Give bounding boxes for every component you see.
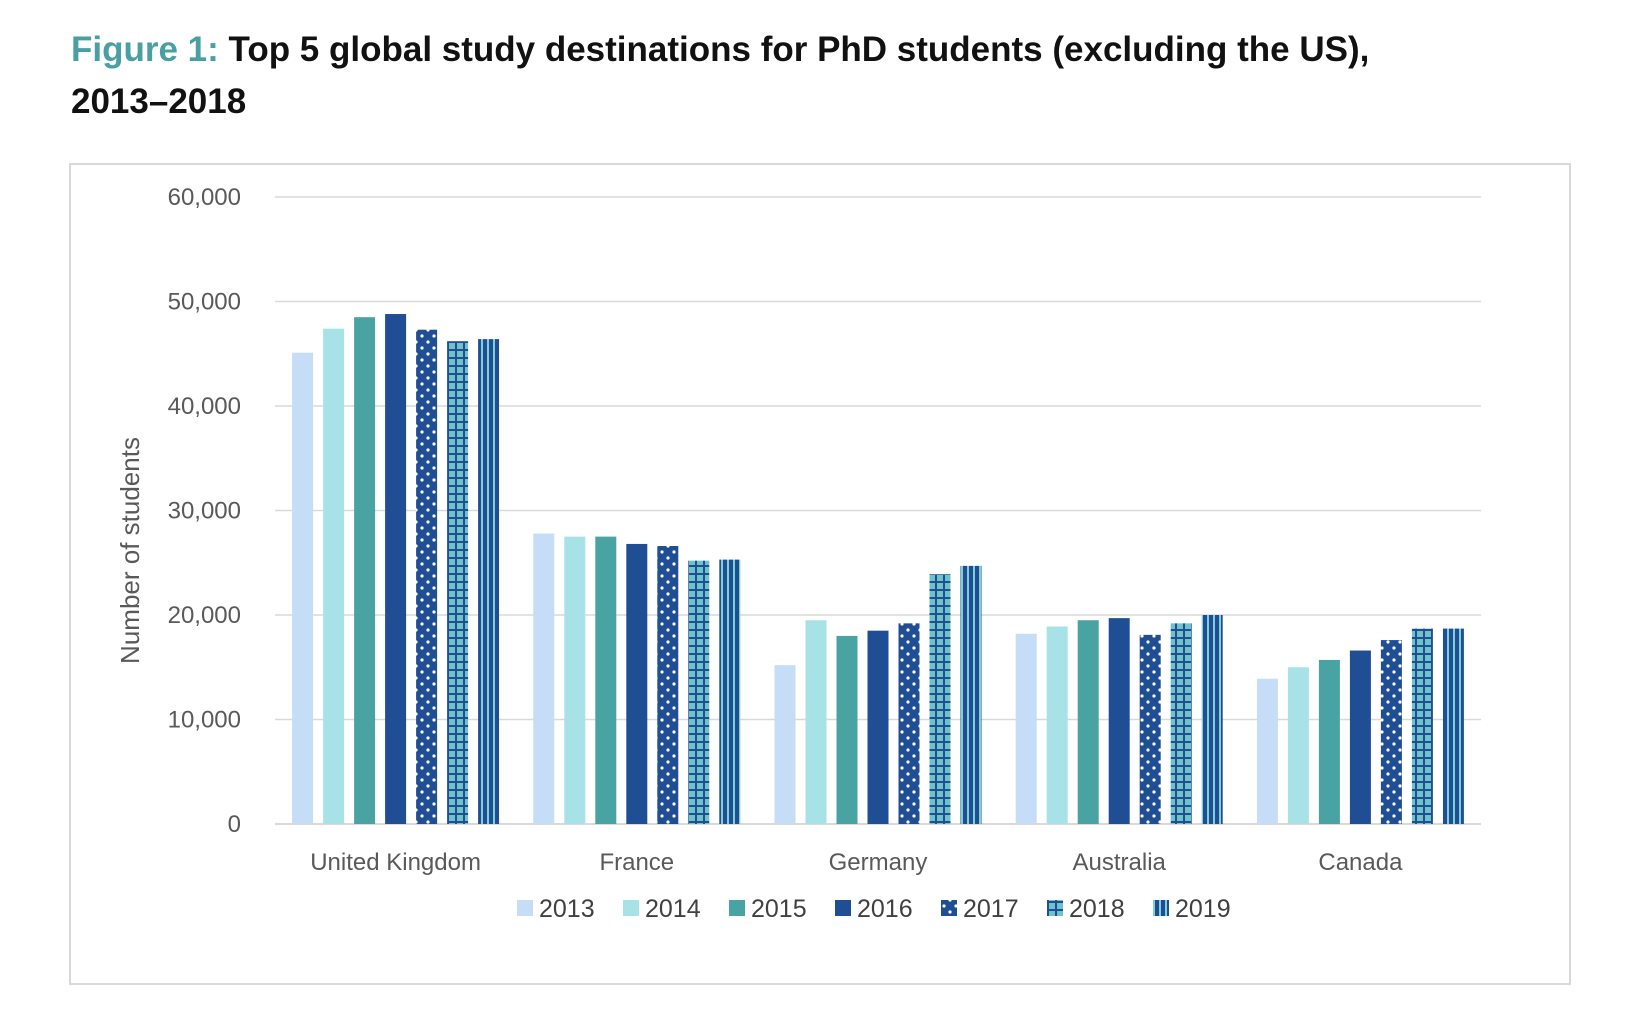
y-tick-label: 60,000	[168, 184, 241, 211]
legend-swatch-2014	[623, 900, 639, 916]
legend-label-2017: 2017	[963, 895, 1019, 923]
y-tick-label: 40,000	[168, 393, 241, 420]
bar-2013-france	[533, 533, 555, 824]
bar-2018-germany	[929, 574, 951, 824]
bar-2015-france	[595, 536, 617, 824]
legend-swatch-2013	[517, 900, 533, 916]
y-tick-label: 20,000	[168, 602, 241, 629]
bar-2018-france	[688, 560, 710, 824]
x-tick-label: United Kingdom	[310, 849, 481, 876]
bar-2017-canada	[1380, 640, 1402, 824]
legend-swatch-2019	[1153, 900, 1169, 916]
bar-2019-canada	[1442, 628, 1464, 824]
bar-2017-france	[657, 546, 679, 824]
bar-2016-united-kingdom	[385, 314, 407, 824]
bar-2018-australia	[1170, 623, 1192, 824]
legend-label-2013: 2013	[539, 895, 595, 923]
bar-2017-germany	[898, 623, 920, 824]
figure-title-text: Top 5 global study destinations for PhD …	[71, 30, 1370, 121]
bar-2016-germany	[867, 630, 889, 824]
y-tick-label: 10,000	[168, 707, 241, 734]
bar-2016-france	[626, 543, 648, 824]
bar-2017-australia	[1139, 634, 1161, 824]
x-tick-label: Australia	[1073, 849, 1167, 876]
y-tick-label: 0	[228, 811, 241, 838]
bar-2019-germany	[960, 565, 982, 824]
legend-label-2019: 2019	[1175, 895, 1231, 923]
x-tick-label: France	[599, 849, 674, 876]
bar-2019-australia	[1201, 615, 1223, 824]
bar-2016-canada	[1349, 650, 1371, 824]
bar-2014-germany	[805, 620, 827, 824]
legend-label-2015: 2015	[751, 895, 807, 923]
y-tick-label: 30,000	[168, 498, 241, 525]
y-tick-label: 50,000	[168, 289, 241, 316]
bar-2013-canada	[1256, 678, 1278, 824]
bar-2018-united-kingdom	[447, 341, 469, 824]
bar-2013-germany	[774, 665, 796, 824]
bar-2019-france	[719, 559, 741, 824]
bar-chart: 0 10,000 20,000 30,000 40,000 50,000 60,000 Num…	[115, 184, 1481, 923]
bar-2015-germany	[836, 635, 858, 824]
legend-label-2014: 2014	[645, 895, 701, 923]
bar-2018-canada	[1411, 628, 1433, 824]
bar-2015-australia	[1077, 620, 1099, 824]
bar-2014-canada	[1287, 667, 1309, 824]
bar-2014-france	[564, 536, 586, 824]
legend-swatch-2016	[835, 900, 851, 916]
bar-2015-united-kingdom	[354, 317, 376, 824]
bar-2013-united-kingdom	[292, 352, 314, 824]
legend-label-2018: 2018	[1069, 895, 1125, 923]
legend-swatch-2018	[1047, 900, 1063, 916]
bar-2013-australia	[1015, 633, 1037, 824]
legend-swatch-2015	[729, 900, 745, 916]
figure-label: Figure 1:	[71, 30, 219, 69]
bar-2014-united-kingdom	[323, 328, 345, 824]
legend-swatch-2017	[941, 900, 957, 916]
bar-2019-united-kingdom	[478, 339, 500, 824]
legend-label-2016: 2016	[857, 895, 913, 923]
figure-title: Figure 1: Top 5 global study destination…	[71, 24, 1451, 128]
x-tick-label: Canada	[1318, 849, 1403, 876]
x-tick-label: Germany	[829, 849, 928, 876]
bar-2017-united-kingdom	[416, 329, 438, 824]
y-axis-title: Number of students	[115, 437, 145, 664]
chart-frame: 0 10,000 20,000 30,000 40,000 50,000 60,000 Num…	[69, 163, 1571, 985]
bar-2015-canada	[1318, 659, 1340, 824]
bar-2016-australia	[1108, 618, 1130, 824]
bar-2014-australia	[1046, 626, 1068, 824]
